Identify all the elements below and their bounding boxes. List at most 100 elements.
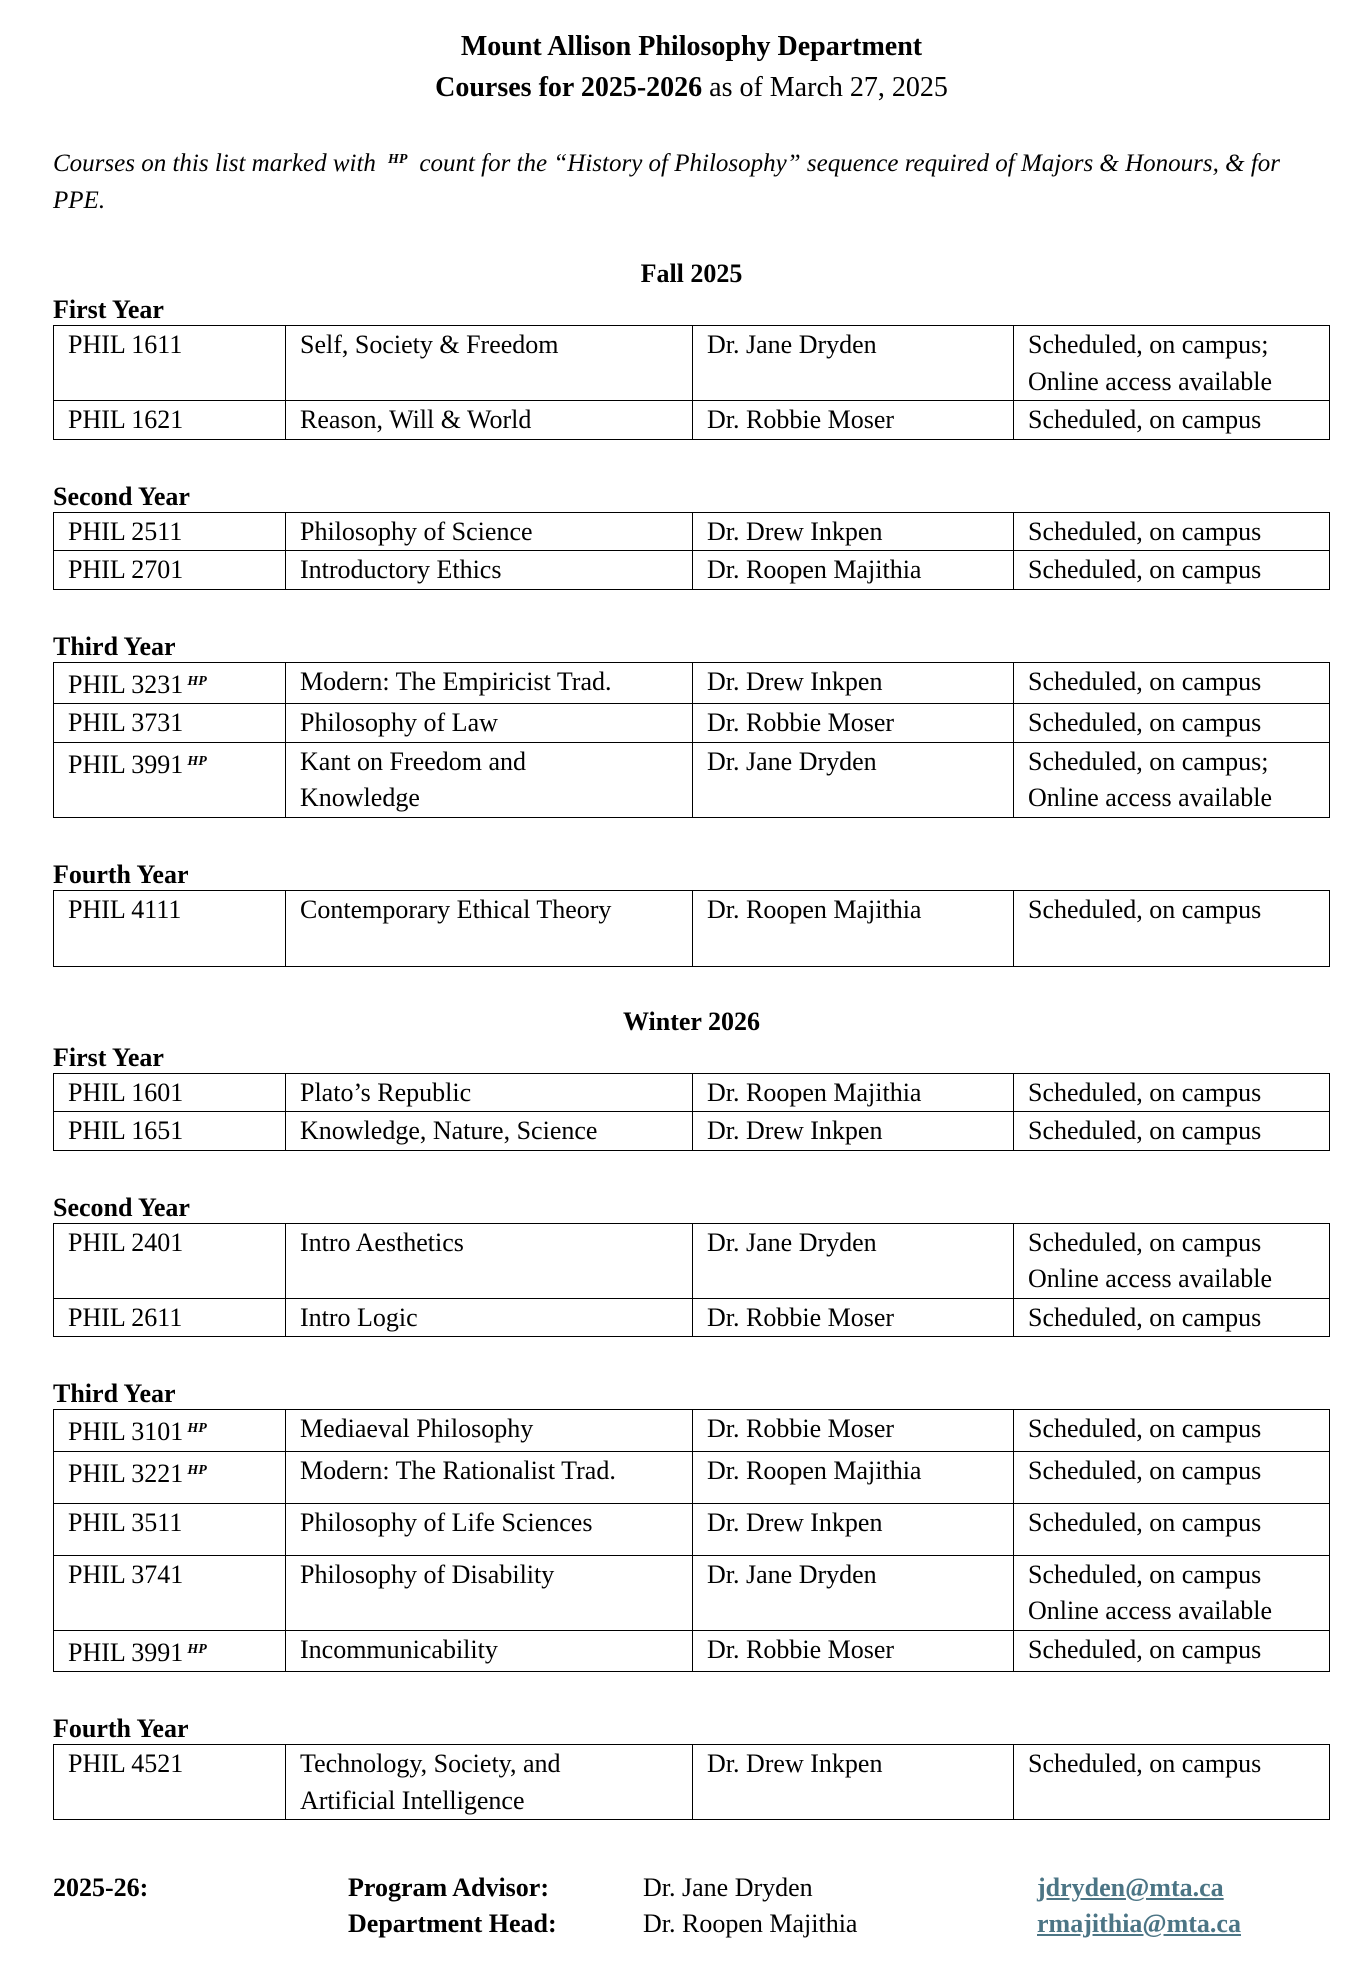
course-code: PHIL 3991: [68, 1637, 184, 1667]
year-heading: Second Year: [53, 1192, 190, 1222]
course-instructor: Dr. Robbie Moser: [692, 1629, 1014, 1672]
course-title: Knowledge, Nature, Science: [285, 1111, 693, 1151]
course-title: Intro Logic: [285, 1297, 693, 1337]
course-title: Kant on Freedom and Knowledge: [285, 741, 693, 818]
course-code: PHIL 1621: [68, 405, 184, 434]
course-code: PHIL 4111: [68, 894, 182, 924]
course-code: PHIL 4521: [68, 1749, 184, 1778]
course-code: PHIL 3991: [68, 749, 184, 779]
course-title: Intro Aesthetics: [285, 1222, 693, 1299]
course-instructor: Dr. Roopen Majithia: [692, 550, 1014, 590]
course-code-cell: PHIL 2511: [53, 511, 286, 551]
year-heading: Fourth Year: [53, 859, 189, 889]
course-instructor: Dr. Jane Dryden: [692, 1554, 1014, 1631]
course-instructor: Dr. Robbie Moser: [692, 1297, 1014, 1337]
term-heading: Winter 2026: [623, 1006, 760, 1036]
course-code: PHIL 3511: [68, 1507, 183, 1537]
year-heading: Third Year: [53, 631, 176, 661]
year-heading: Fourth Year: [53, 1714, 189, 1743]
table-row: PHIL 4521 Technology, Society, and Artifi…: [53, 1744, 1330, 1820]
course-code: PHIL 3231: [68, 669, 184, 699]
course-code-cell: PHIL 1601: [53, 1072, 286, 1112]
course-code: PHIL 2401: [68, 1227, 184, 1257]
course-title: Philosophy of Disability: [285, 1554, 693, 1631]
head-email-link[interactable]: rmajithia@mta.ca: [1037, 1909, 1241, 1938]
course-code-cell: PHIL 3231 HP: [53, 661, 286, 704]
course-code-cell: PHIL 3221 HP: [53, 1450, 286, 1504]
hp-marker: HP: [187, 1421, 207, 1436]
page-title: Mount Allison Philosophy Department: [460, 31, 923, 62]
course-delivery: Scheduled, on campus: [1013, 550, 1330, 590]
course-instructor: Dr. Jane Dryden: [692, 741, 1014, 818]
course-delivery: Scheduled, on campus: [1013, 400, 1330, 440]
course-instructor: Dr. Roopen Majithia: [692, 1072, 1014, 1112]
course-title: Philosophy of Life Sciences: [285, 1502, 693, 1556]
course-code-cell: PHIL 1611: [53, 325, 286, 401]
course-code-cell: PHIL 3991 HP: [53, 1629, 286, 1672]
course-delivery: Scheduled, on campus; Online access avai…: [1013, 741, 1330, 818]
course-code: PHIL 3731: [68, 708, 184, 737]
table-row: PHIL 3221 HP Modern: The Rationalist Trad.…: [53, 1450, 1330, 1504]
course-delivery: Scheduled, on campus: [1013, 1450, 1330, 1504]
course-code-cell: PHIL 3991 HP: [53, 741, 286, 818]
year-heading: First Year: [53, 295, 164, 324]
course-instructor: Dr. Robbie Moser: [692, 703, 1014, 743]
course-code: PHIL 2701: [68, 555, 184, 584]
course-code-cell: PHIL 2401: [53, 1222, 286, 1299]
course-code: PHIL 3101: [68, 1417, 184, 1446]
course-table: PHIL 2511 Philosophy of Science Dr. Drew I…: [53, 511, 1330, 590]
table-row: PHIL 3101 HP Mediaeval Philosophy Dr. Robbi…: [53, 1409, 1330, 1452]
course-delivery: Scheduled, on campus: [1013, 1072, 1330, 1112]
course-code-cell: PHIL 3101 HP: [53, 1409, 286, 1452]
course-code: PHIL 2611: [68, 1302, 183, 1332]
course-code-cell: PHIL 2701: [53, 550, 286, 590]
course-instructor: Dr. Drew Inkpen: [692, 661, 1014, 704]
hp-marker: HP: [187, 673, 207, 689]
course-delivery: Scheduled, on campus; Online access avai…: [1013, 325, 1330, 401]
table-row: PHIL 2701 Introductory Ethics Dr. Roopen M…: [53, 550, 1330, 590]
intro-text-after: count for the “History of Philosophy” se…: [53, 150, 1280, 214]
course-instructor: Dr. Drew Inkpen: [692, 1111, 1014, 1151]
table-row: PHIL 3991 HP Incommunicability Dr. Robbie M…: [53, 1629, 1330, 1672]
course-delivery: Scheduled, on campus: [1013, 703, 1330, 743]
course-table: PHIL 1611 Self, Society & Freedom Dr. Jane…: [53, 325, 1330, 440]
course-title: Modern: The Empiricist Trad.: [285, 661, 693, 704]
course-delivery: Scheduled, on campus: [1013, 1629, 1330, 1672]
footer-year: 2025-26:: [53, 1873, 149, 1902]
hp-marker: HP: [187, 1641, 207, 1657]
term-heading: Fall 2025: [640, 259, 743, 288]
course-code-cell: PHIL 4111: [53, 889, 286, 967]
course-delivery: Scheduled, on campus: [1013, 511, 1330, 551]
table-row: PHIL 3231 HP Modern: The Empiricist Trad. D…: [53, 661, 1330, 704]
table-row: PHIL 1621 Reason, Will & World Dr. Robbie …: [53, 400, 1330, 440]
course-code: PHIL 1611: [68, 330, 183, 359]
table-row: PHIL 2611 Intro Logic Dr. Robbie Moser Sche…: [53, 1297, 1330, 1337]
table-row: PHIL 3991 HP Kant on Freedom and Knowledge…: [53, 741, 1330, 818]
head-role: Department Head:: [348, 1909, 557, 1938]
hp-marker: HP: [187, 753, 207, 769]
course-title: Incommunicability: [285, 1629, 693, 1672]
course-delivery: Scheduled, on campus: [1013, 1111, 1330, 1151]
course-code-cell: PHIL 3511: [53, 1502, 286, 1556]
course-code: PHIL 3221: [68, 1458, 184, 1488]
hp-marker: HP: [187, 1462, 207, 1478]
course-code-cell: PHIL 3741: [53, 1554, 286, 1631]
course-table: PHIL 4521 Technology, Society, and Artifi…: [53, 1744, 1330, 1820]
table-row: PHIL 1601 Plato’s Republic Dr. Roopen Maji…: [53, 1072, 1330, 1112]
table-row: PHIL 4111 Contemporary Ethical Theory Dr. …: [53, 889, 1330, 967]
course-instructor: Dr. Robbie Moser: [692, 1409, 1014, 1452]
course-instructor: Dr. Jane Dryden: [692, 1222, 1014, 1299]
course-instructor: Dr. Jane Dryden: [692, 325, 1014, 401]
course-delivery: Scheduled, on campus: [1013, 1297, 1330, 1337]
course-title: Reason, Will & World: [285, 400, 693, 440]
advisor-email-link[interactable]: jdryden@mta.ca: [1037, 1873, 1224, 1902]
course-delivery: Scheduled, on campus: [1013, 661, 1330, 704]
course-instructor: Dr. Drew Inkpen: [692, 1744, 1014, 1820]
course-instructor: Dr. Drew Inkpen: [692, 511, 1014, 551]
table-row: PHIL 2511 Philosophy of Science Dr. Drew I…: [53, 511, 1330, 551]
document-page: Mount Allison Philosophy Department Cour…: [53, 26, 1330, 1820]
course-title: Philosophy of Law: [285, 703, 693, 743]
course-table: PHIL 3101 HP Mediaeval Philosophy Dr. Robbi…: [53, 1409, 1330, 1672]
head-name: Dr. Roopen Majithia: [643, 1909, 858, 1938]
course-instructor: Dr. Roopen Majithia: [692, 889, 1014, 967]
